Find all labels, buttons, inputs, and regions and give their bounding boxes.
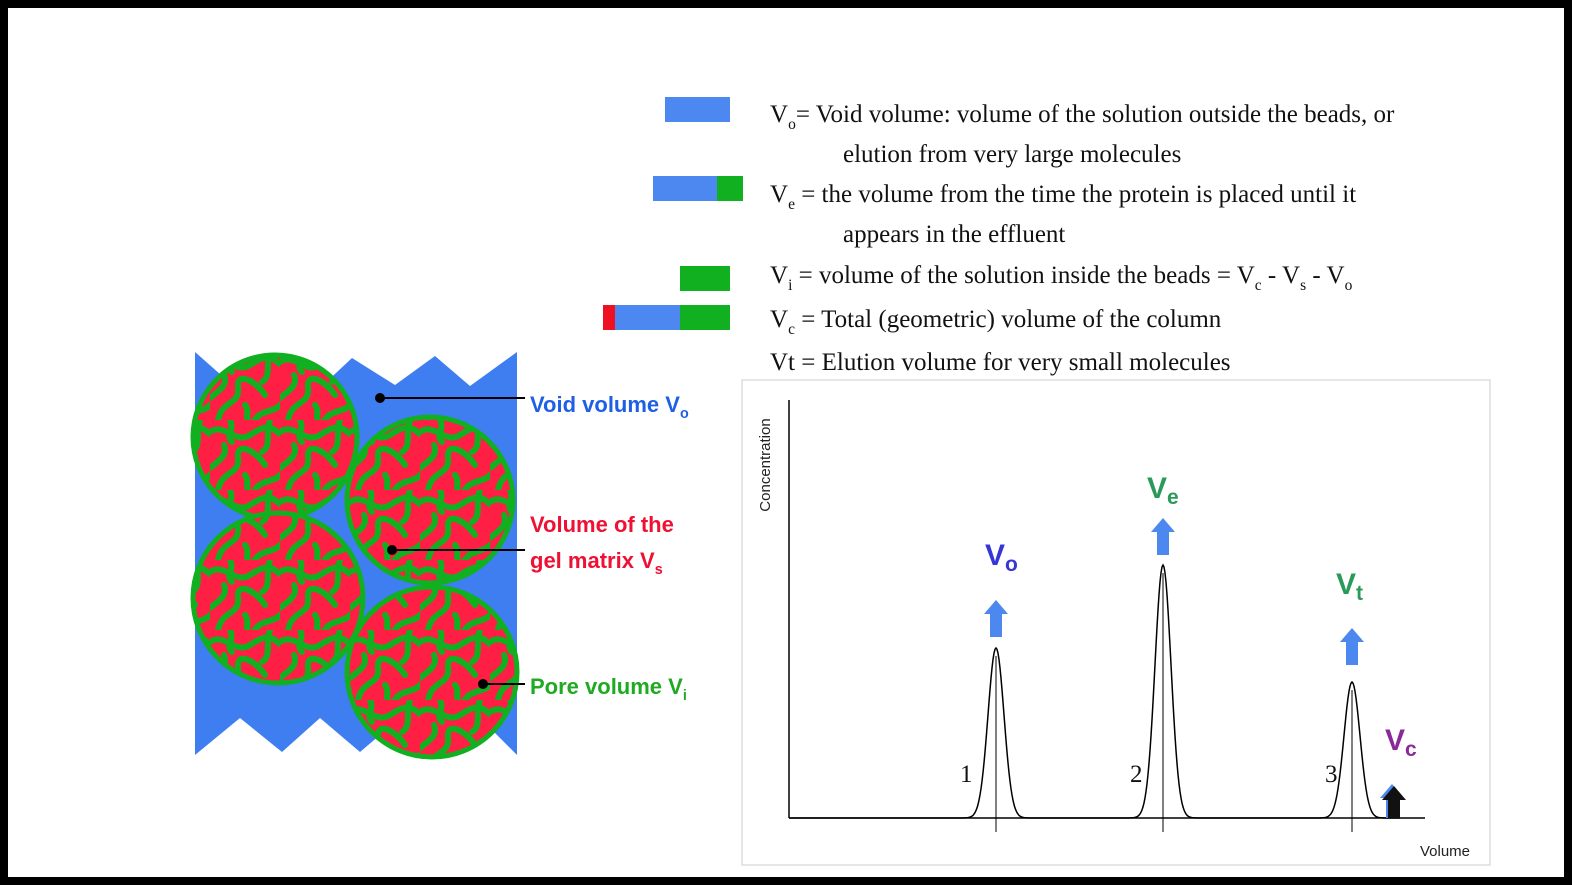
subscript: s: [1300, 277, 1306, 294]
arrow: [1340, 628, 1364, 665]
subscript: o: [680, 406, 689, 422]
arrow: [984, 600, 1008, 637]
subscript: i: [683, 688, 687, 704]
text-part: Pore volume V: [530, 674, 683, 699]
text-part: = Total (geometric) volume of the column: [795, 306, 1222, 333]
subscript: e: [1167, 486, 1179, 509]
definition-continuation: appears in the effluent: [843, 221, 1065, 248]
arrow: [1151, 518, 1175, 555]
text-part: - V: [1262, 262, 1300, 289]
text-part: V: [1147, 472, 1167, 505]
peak-marker: Vo: [985, 539, 1018, 576]
x-axis-label: Volume: [1420, 843, 1470, 860]
column-label: Pore volume Vi: [530, 674, 687, 704]
text-part: - V: [1306, 262, 1344, 289]
peak-number: 2: [1130, 761, 1143, 788]
y-axis-label: Concentration: [757, 418, 774, 511]
definition: Ve = the volume from the time the protei…: [770, 181, 1356, 213]
definition: Vc = Total (geometric) volume of the col…: [770, 306, 1222, 338]
definition: Vo= Void volume: volume of the solution …: [770, 101, 1395, 133]
peak-number: 1: [960, 761, 973, 788]
text-part: = Void volume: volume of the solution ou…: [796, 101, 1395, 128]
definition-continuation: elution from very large molecules: [843, 141, 1181, 168]
subscript: e: [788, 196, 795, 213]
definition: Vi = volume of the solution inside the b…: [770, 262, 1353, 294]
text-part: V: [1336, 568, 1356, 601]
definition: Vt = Elution volume for very small molec…: [770, 349, 1231, 376]
subscript: s: [655, 562, 663, 578]
subscript: i: [788, 277, 793, 294]
column-label: Void volume Vo: [530, 392, 689, 422]
subscript: o: [788, 116, 796, 133]
column-label: gel matrix Vs: [530, 548, 663, 578]
text-part: Volume of the: [530, 512, 674, 537]
peak-marker: Ve: [1147, 472, 1179, 509]
text-part: V: [1385, 724, 1405, 757]
subscript: o: [1345, 277, 1353, 294]
text-part: Void volume V: [530, 392, 680, 417]
peak-number: 3: [1325, 761, 1338, 788]
peak-marker: Vc: [1385, 724, 1417, 761]
text-part: Vt = Elution volume for very small molec…: [770, 349, 1231, 376]
subscript: c: [1255, 277, 1262, 294]
text-part: V: [770, 101, 788, 128]
subscript: t: [1356, 582, 1363, 605]
text-part: = the volume from the time the protein i…: [795, 181, 1356, 208]
subscript: c: [1405, 738, 1417, 761]
column-label: Volume of the: [530, 512, 674, 537]
legend-bars: [603, 97, 743, 330]
text-part: gel matrix V: [530, 548, 655, 573]
chromatogram: [789, 563, 1400, 819]
text-part: V: [770, 262, 788, 289]
text-part: V: [770, 306, 788, 333]
text-part: V: [985, 539, 1005, 572]
peak-marker: Vt: [1336, 568, 1363, 605]
text-part: V: [770, 181, 788, 208]
subscript: c: [788, 321, 795, 338]
text-part: = volume of the solution inside the bead…: [792, 262, 1254, 289]
subscript: o: [1005, 553, 1018, 576]
gel-column: [190, 352, 525, 760]
arrow: [1382, 786, 1406, 818]
